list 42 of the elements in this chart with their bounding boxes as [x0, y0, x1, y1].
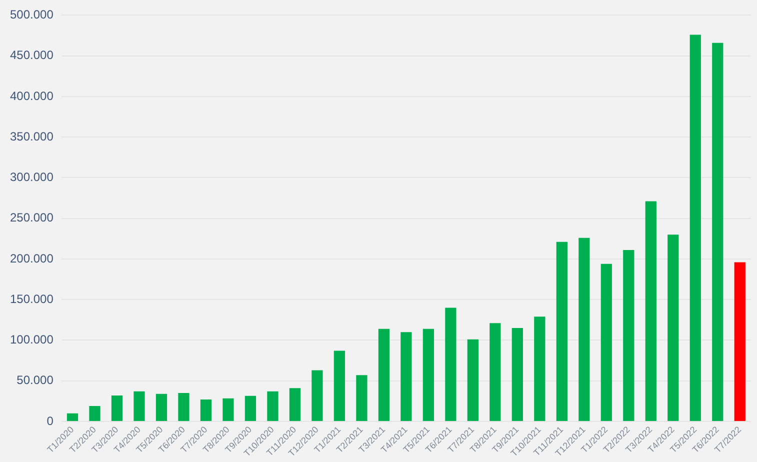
- bar: [156, 394, 168, 421]
- bar: [600, 264, 612, 421]
- y-tick-label: 100.000: [10, 332, 54, 347]
- bar: [512, 328, 523, 421]
- bar: [578, 238, 590, 421]
- bar: [200, 400, 212, 421]
- bar: [690, 34, 701, 421]
- bar: [89, 406, 100, 421]
- bar: [556, 242, 568, 421]
- y-tick-label: 500.000: [10, 8, 54, 22]
- bar: [66, 413, 78, 421]
- bar: [178, 393, 190, 421]
- y-tick-label: 150.000: [10, 292, 54, 306]
- bar: [734, 262, 746, 421]
- bar: [378, 328, 390, 421]
- bar: [222, 398, 234, 421]
- bar: [467, 339, 478, 421]
- bar: [334, 350, 346, 421]
- bar: [422, 328, 434, 421]
- y-tick-label: 200.000: [10, 251, 54, 266]
- bar: [645, 201, 656, 421]
- bar: [134, 391, 145, 421]
- y-tick-label: 0: [46, 414, 54, 428]
- y-tick-label: 450.000: [10, 48, 54, 62]
- y-tick-label: 250.000: [10, 210, 54, 225]
- bar: [111, 395, 123, 421]
- bar: [312, 370, 323, 421]
- bar: [400, 332, 412, 421]
- bar: [356, 375, 368, 421]
- y-tick-label: 350.000: [10, 129, 54, 144]
- bar: [534, 316, 546, 421]
- bar: [490, 323, 501, 421]
- bar: [623, 250, 634, 421]
- bar: [267, 391, 278, 421]
- bar: [244, 396, 256, 421]
- y-tick-label: 50.000: [16, 373, 54, 388]
- y-tick-label: 400.000: [10, 88, 54, 103]
- bar: [712, 42, 724, 421]
- bar: [668, 234, 679, 421]
- y-tick-label: 300.000: [10, 170, 54, 184]
- bar: [445, 308, 456, 421]
- bar: [289, 388, 301, 421]
